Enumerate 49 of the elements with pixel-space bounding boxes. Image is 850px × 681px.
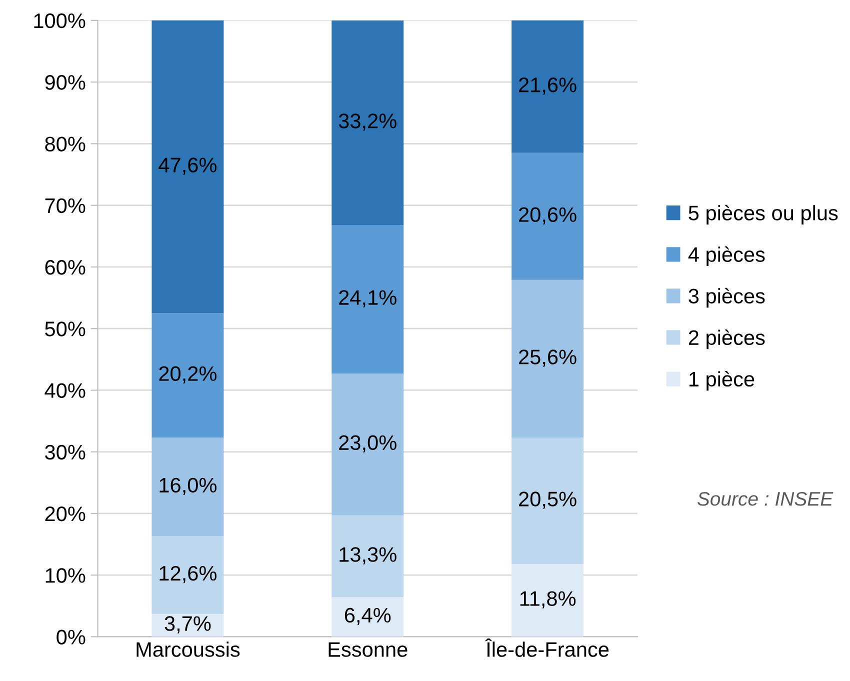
y-tick-label: 50% bbox=[45, 322, 86, 336]
data-label: 33,2% bbox=[338, 114, 396, 131]
data-label: 47,6% bbox=[158, 158, 217, 175]
bar bbox=[512, 152, 584, 280]
y-tick-label: 80% bbox=[45, 136, 86, 152]
data-label: 20,2% bbox=[159, 366, 217, 384]
data-label: 13,3% bbox=[340, 547, 396, 564]
bar bbox=[152, 438, 224, 536]
legend-label: 3 pièces bbox=[688, 288, 765, 308]
legend-label: 5 pièces ou plus bbox=[688, 204, 838, 225]
bar bbox=[512, 438, 584, 564]
bar bbox=[332, 225, 404, 374]
x-tick-label: Île-de-France bbox=[485, 638, 609, 657]
x-tick-label: Marcoussis bbox=[136, 642, 240, 657]
data-label: 24,1% bbox=[339, 290, 396, 308]
data-label: 23,0% bbox=[339, 435, 396, 452]
y-tick-label: 30% bbox=[45, 444, 86, 460]
y-tick-label: 40% bbox=[44, 383, 86, 398]
bar bbox=[152, 20, 224, 314]
bar bbox=[332, 597, 404, 637]
legend-label: 2 pièces bbox=[688, 329, 765, 350]
data-label: 25,6% bbox=[519, 350, 576, 367]
legend-label: 4 pièces bbox=[688, 246, 765, 266]
y-tick-label: 10% bbox=[46, 568, 86, 583]
data-label: 6,4% bbox=[344, 608, 391, 626]
bar bbox=[152, 536, 224, 614]
bar bbox=[332, 515, 404, 598]
data-label: 20,6% bbox=[519, 207, 576, 224]
bar bbox=[512, 280, 584, 438]
bar bbox=[332, 20, 404, 226]
data-label: 21,6% bbox=[519, 78, 576, 95]
bar bbox=[332, 374, 404, 516]
x-tick-label: Essonne bbox=[328, 642, 408, 657]
bar bbox=[512, 564, 584, 637]
bar bbox=[512, 20, 584, 153]
data-label: 12,6% bbox=[160, 566, 217, 584]
y-tick-label: 100% bbox=[34, 13, 86, 28]
bar bbox=[152, 313, 224, 438]
source-note: Source : INSEE bbox=[697, 492, 834, 506]
y-tick-label: 90% bbox=[45, 75, 86, 90]
legend-label: 1 pièce bbox=[689, 371, 754, 391]
data-label: 3,7% bbox=[164, 616, 211, 634]
data-label: 20,5% bbox=[519, 492, 576, 509]
data-label: 16,0% bbox=[160, 478, 217, 496]
y-tick-label: 70% bbox=[45, 198, 86, 214]
y-tick-label: 60% bbox=[45, 260, 86, 275]
y-tick-label: 20% bbox=[45, 506, 86, 522]
data-label: 11,8% bbox=[520, 591, 576, 608]
y-tick-label: 0% bbox=[56, 630, 86, 644]
